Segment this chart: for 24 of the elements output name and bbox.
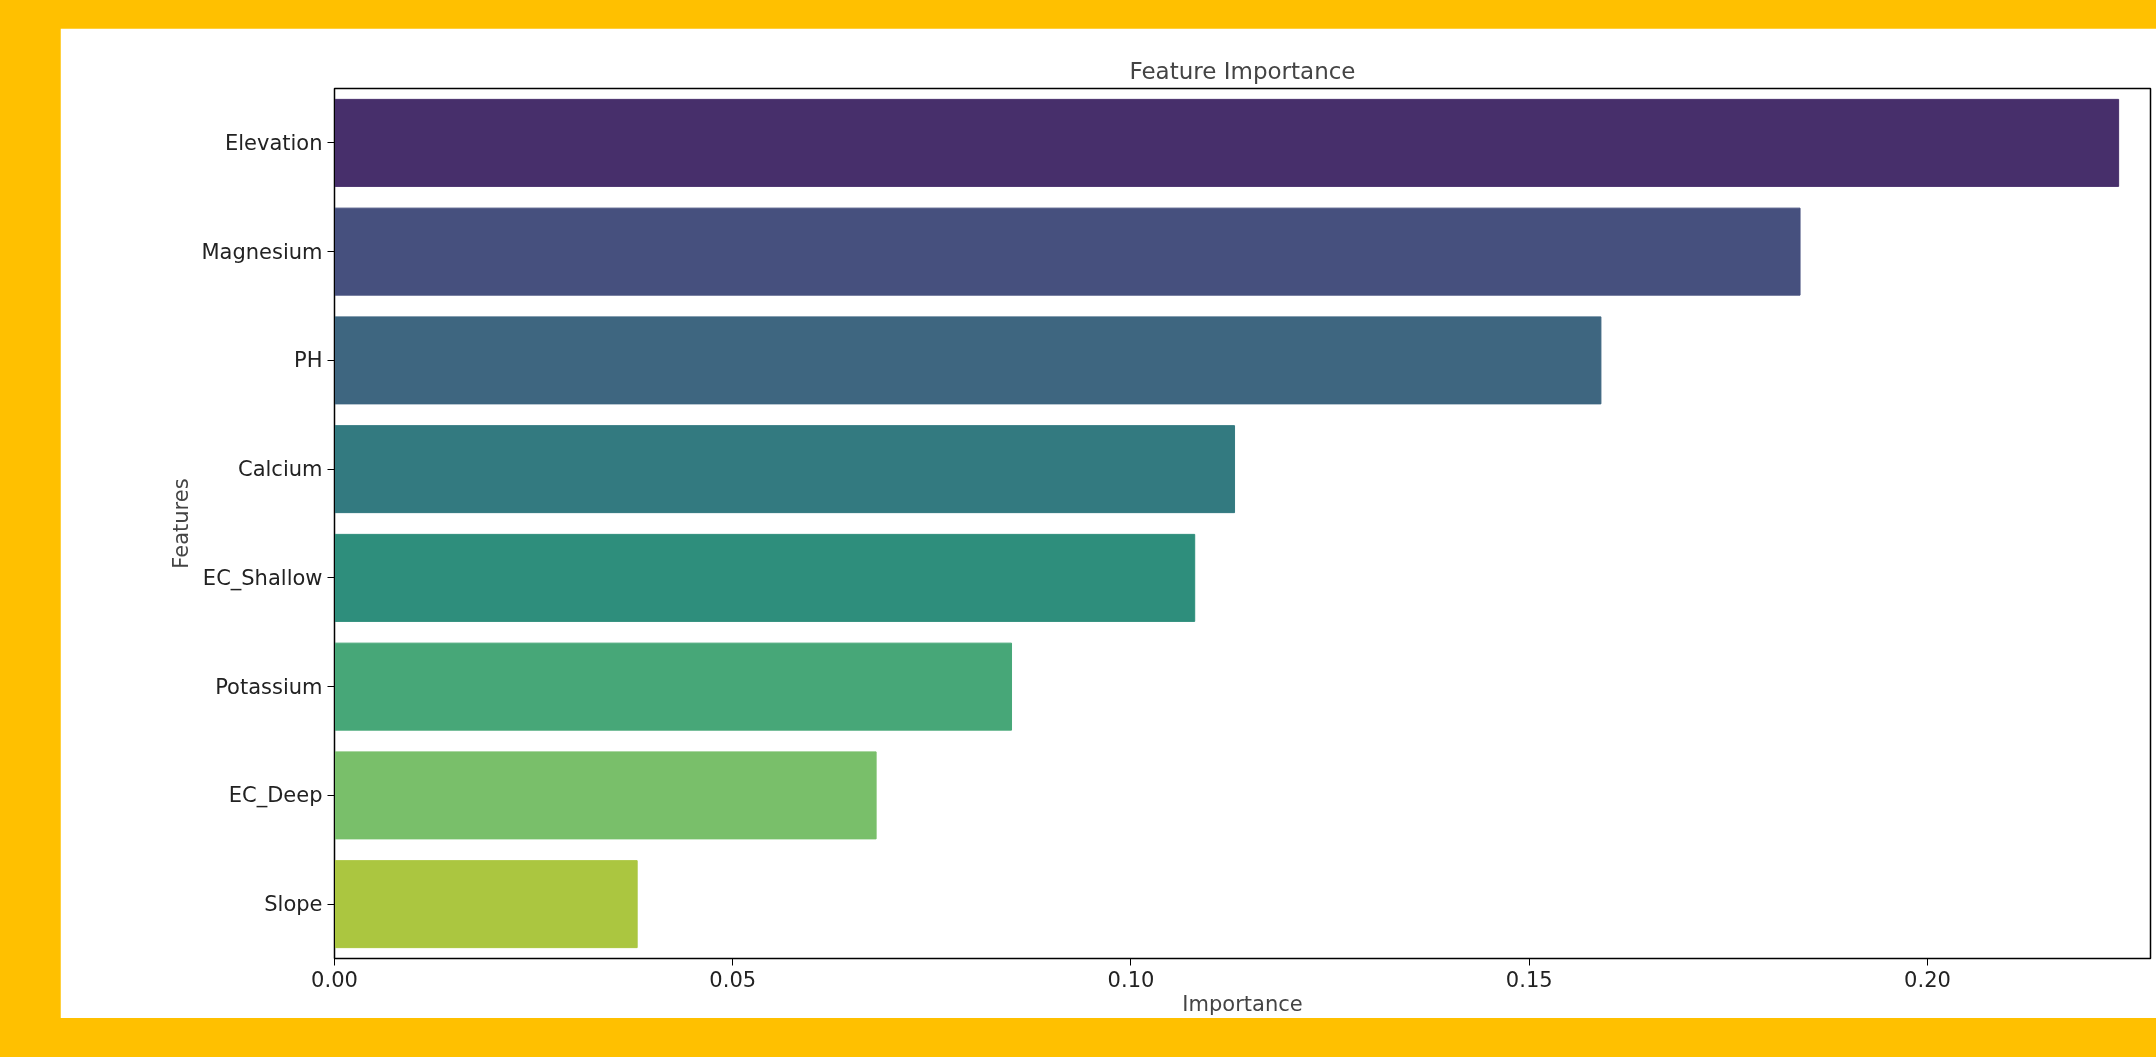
bar — [334, 207, 1801, 296]
y-tick-label: EC_Deep — [228, 783, 323, 809]
y-tick-label: Slope — [264, 892, 323, 917]
x-axis-title: Importance — [1182, 991, 1303, 1016]
x-tick-label: 0.20 — [1904, 967, 1951, 992]
bar — [334, 98, 2120, 187]
y-tick-label: Elevation — [224, 130, 323, 155]
bar — [334, 316, 1602, 405]
y-tick-label: EC_Shallow — [202, 565, 323, 591]
bar — [334, 642, 1013, 731]
chart-title: Feature Importance — [1129, 57, 1356, 84]
bar — [334, 533, 1196, 622]
y-tick-label: Potassium — [215, 674, 323, 699]
bar — [334, 425, 1236, 514]
y-tick-label: PH — [294, 348, 323, 373]
x-tick-label: 0.10 — [1107, 967, 1155, 992]
bar — [334, 751, 877, 840]
y-tick-label: Calcium — [237, 457, 323, 482]
x-tick-label: 0.00 — [311, 967, 358, 992]
y-axis-title: Features — [169, 478, 194, 569]
y-tick-label: Magnesium — [201, 239, 323, 264]
x-tick-label: 0.15 — [1505, 967, 1553, 992]
bar — [334, 860, 638, 949]
x-tick-label: 0.05 — [709, 967, 757, 992]
